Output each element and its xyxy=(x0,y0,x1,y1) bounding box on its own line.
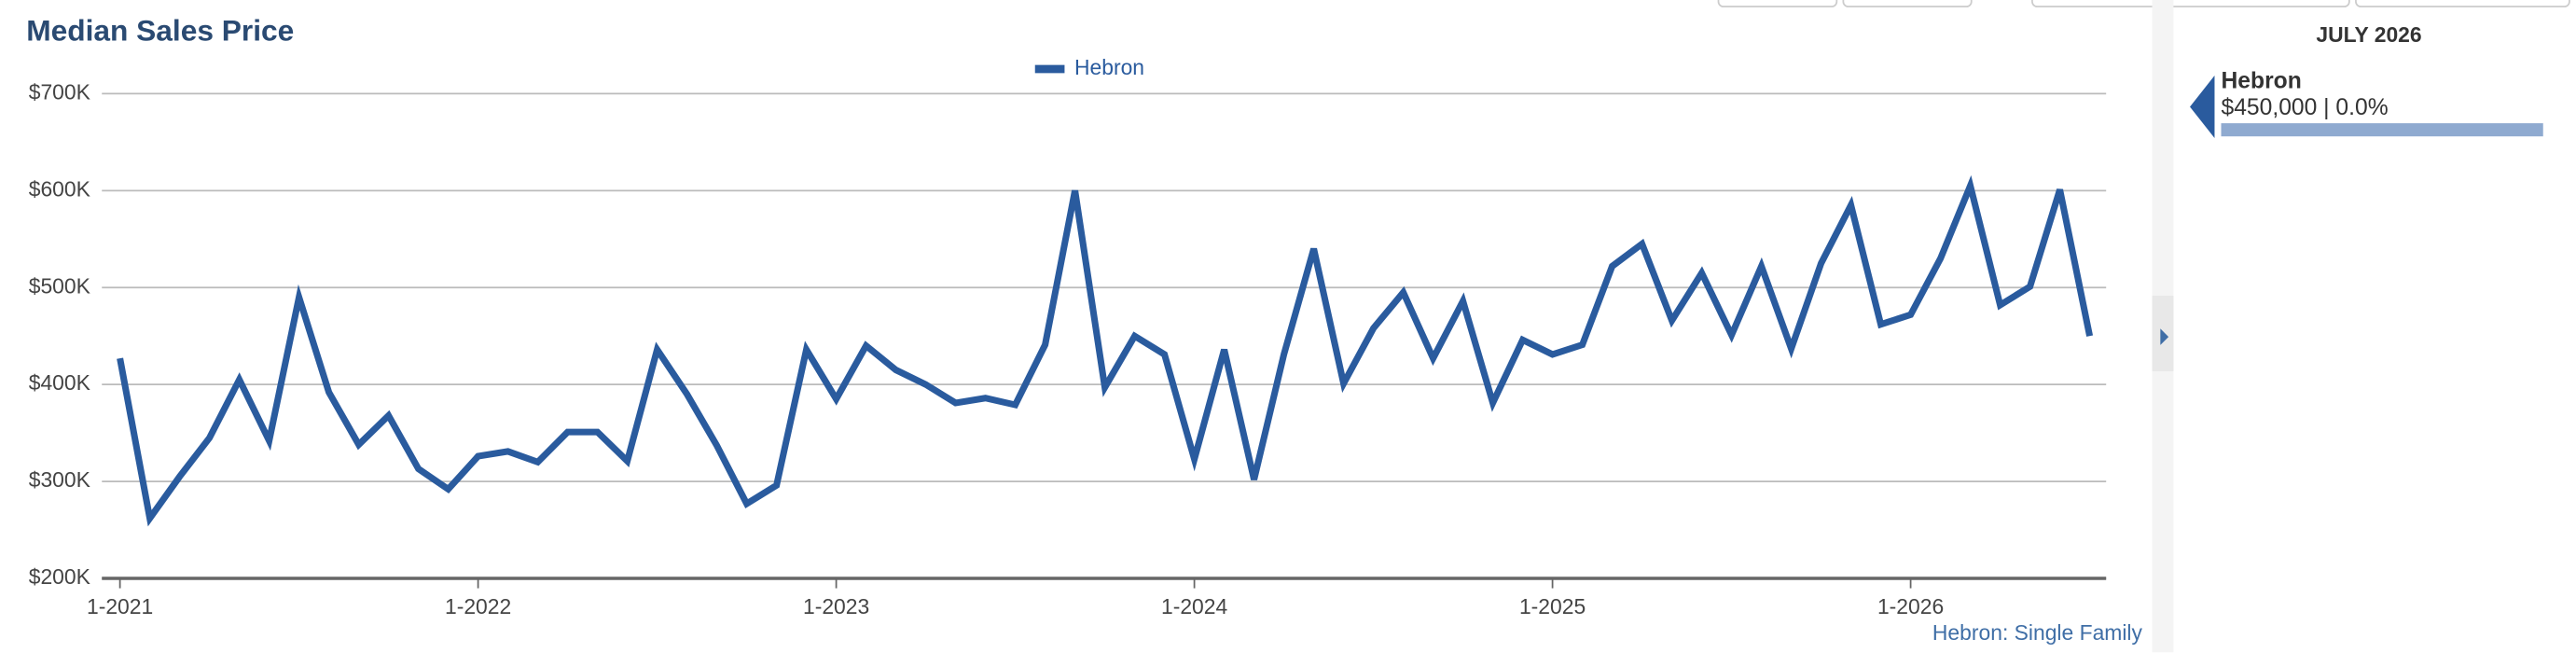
panel-name: Hebron xyxy=(2222,69,2302,94)
toolbar-button[interactable] xyxy=(1842,0,1973,7)
panel-value: $450,000 | 0.0% xyxy=(2222,95,2389,120)
y-tick-label: $400K xyxy=(29,370,90,395)
y-tick-label: $500K xyxy=(29,273,90,298)
panel-bar xyxy=(2221,123,2543,137)
x-tick-label: 1-2025 xyxy=(1519,594,1586,618)
toolbar-button[interactable] xyxy=(1717,0,1838,7)
toolbar-button[interactable] xyxy=(2167,0,2350,7)
x-tick-label: 1-2024 xyxy=(1161,594,1228,618)
y-tick-label: $300K xyxy=(29,467,90,492)
panel-date: JULY 2026 xyxy=(2316,22,2421,47)
x-tick-label: 1-2026 xyxy=(1877,594,1944,618)
x-tick-label: 1-2023 xyxy=(803,594,869,618)
chart-title: Median Sales Price xyxy=(26,14,294,48)
source-label: Hebron: Single Family xyxy=(1932,620,2143,645)
toolbar-button[interactable] xyxy=(2355,0,2570,7)
x-tick-label: 1-2021 xyxy=(87,594,153,618)
panel-marker xyxy=(2190,76,2215,138)
y-tick-label: $600K xyxy=(29,176,90,201)
toggle-arrow xyxy=(2160,328,2169,345)
x-tick-label: 1-2022 xyxy=(445,594,511,618)
toolbar-button[interactable] xyxy=(2031,0,2162,7)
y-tick-label: $200K xyxy=(29,564,90,589)
series-line xyxy=(117,174,2094,527)
y-tick-label: $700K xyxy=(29,79,90,104)
legend-label: Hebron xyxy=(1074,55,1144,79)
